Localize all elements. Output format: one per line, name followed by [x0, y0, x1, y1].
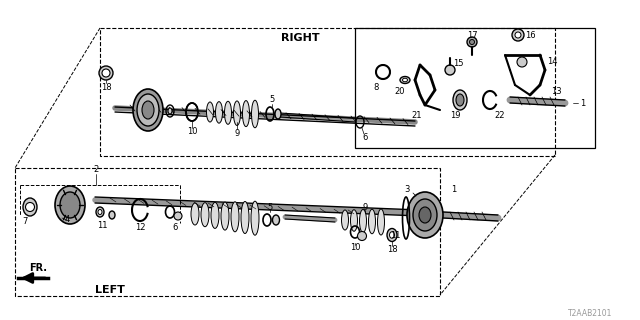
Ellipse shape: [168, 108, 172, 114]
Text: 2: 2: [93, 165, 99, 174]
Text: 12: 12: [135, 223, 145, 233]
Ellipse shape: [142, 101, 154, 119]
Ellipse shape: [342, 210, 349, 230]
Ellipse shape: [216, 102, 223, 123]
Ellipse shape: [55, 186, 85, 224]
Text: 13: 13: [550, 87, 561, 97]
Circle shape: [512, 29, 524, 41]
Text: 9: 9: [362, 204, 367, 212]
Ellipse shape: [390, 232, 394, 238]
Ellipse shape: [137, 94, 159, 126]
Text: 8: 8: [373, 84, 379, 92]
Ellipse shape: [243, 100, 250, 127]
Circle shape: [358, 231, 367, 241]
Ellipse shape: [378, 209, 385, 235]
Circle shape: [515, 32, 521, 38]
Text: 6: 6: [172, 223, 178, 233]
Ellipse shape: [387, 228, 397, 242]
Text: 5: 5: [268, 203, 273, 212]
Text: 11: 11: [97, 221, 108, 230]
Text: 9: 9: [234, 129, 239, 138]
Ellipse shape: [207, 102, 214, 122]
Text: 15: 15: [452, 59, 463, 68]
Text: FR.: FR.: [29, 263, 47, 273]
Ellipse shape: [109, 211, 115, 219]
Ellipse shape: [96, 207, 104, 217]
Ellipse shape: [241, 202, 249, 234]
Text: 10: 10: [349, 244, 360, 252]
Bar: [355, 28, 595, 148]
Ellipse shape: [231, 202, 239, 232]
Text: 17: 17: [467, 30, 477, 39]
Ellipse shape: [456, 94, 464, 106]
Text: RIGHT: RIGHT: [281, 33, 319, 43]
Text: 14: 14: [547, 58, 557, 67]
Ellipse shape: [133, 89, 163, 131]
Ellipse shape: [23, 198, 37, 216]
Text: 3: 3: [404, 186, 410, 195]
Circle shape: [26, 203, 35, 212]
Text: 21: 21: [412, 110, 422, 119]
Ellipse shape: [351, 210, 358, 231]
Circle shape: [467, 37, 477, 47]
Circle shape: [99, 66, 113, 80]
Text: 7: 7: [22, 218, 28, 227]
Ellipse shape: [225, 101, 232, 124]
Ellipse shape: [453, 90, 467, 110]
Ellipse shape: [191, 203, 199, 225]
Text: 18: 18: [100, 83, 111, 92]
Ellipse shape: [360, 210, 367, 233]
Circle shape: [174, 212, 182, 220]
Ellipse shape: [60, 192, 80, 218]
Ellipse shape: [98, 210, 102, 214]
Text: LEFT: LEFT: [95, 285, 125, 295]
Ellipse shape: [419, 207, 431, 223]
Text: T2AAB2101: T2AAB2101: [568, 308, 612, 317]
Ellipse shape: [252, 100, 259, 128]
Ellipse shape: [407, 192, 443, 238]
Circle shape: [102, 69, 110, 77]
Text: 1: 1: [451, 186, 456, 195]
Circle shape: [470, 39, 474, 44]
Text: 20: 20: [395, 87, 405, 97]
Text: 22: 22: [495, 110, 505, 119]
Ellipse shape: [251, 201, 259, 235]
Ellipse shape: [403, 78, 408, 82]
Text: 10: 10: [187, 127, 197, 137]
Text: 19: 19: [450, 110, 460, 119]
Ellipse shape: [201, 203, 209, 227]
Bar: [100, 28, 555, 156]
Text: 6: 6: [362, 133, 368, 142]
Text: 1: 1: [580, 99, 586, 108]
Circle shape: [445, 65, 455, 75]
Circle shape: [517, 57, 527, 67]
Text: 4: 4: [65, 215, 70, 225]
Ellipse shape: [221, 202, 229, 230]
Ellipse shape: [234, 101, 241, 125]
Ellipse shape: [400, 76, 410, 84]
Text: 18: 18: [387, 245, 397, 254]
Text: 5: 5: [269, 95, 275, 105]
Text: 16: 16: [525, 30, 536, 39]
Ellipse shape: [413, 199, 437, 231]
Ellipse shape: [369, 209, 376, 234]
Ellipse shape: [273, 215, 280, 225]
Bar: [15, 168, 440, 296]
Text: 11: 11: [390, 230, 400, 239]
Ellipse shape: [275, 109, 281, 119]
Ellipse shape: [211, 202, 219, 228]
